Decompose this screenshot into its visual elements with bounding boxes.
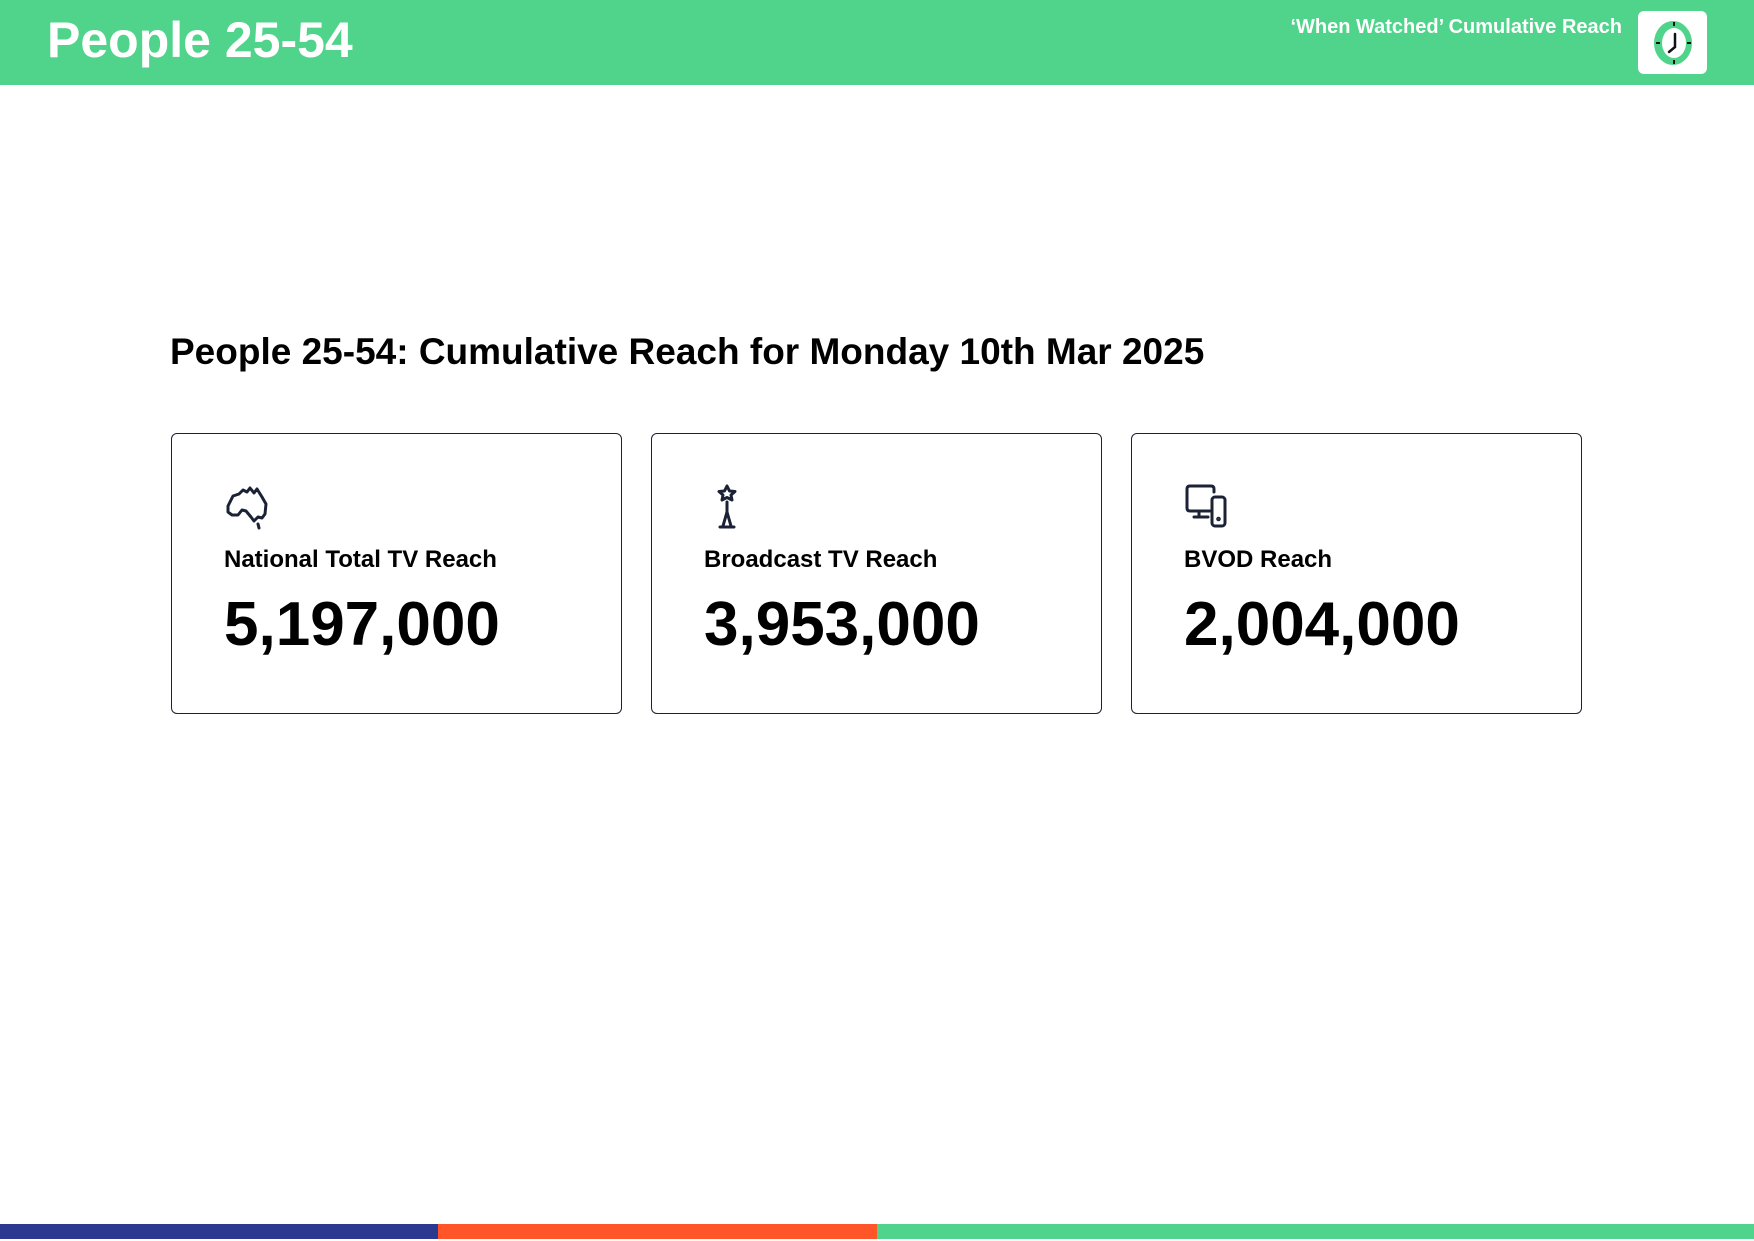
clock-icon — [1638, 11, 1707, 74]
page-title: People 25-54 — [47, 12, 353, 68]
card-national-total-tv-reach: National Total TV Reach 5,197,000 — [171, 433, 622, 714]
card-value: 5,197,000 — [224, 590, 500, 659]
footer-bar-green — [877, 1224, 1754, 1239]
card-broadcast-tv-reach: Broadcast TV Reach 3,953,000 — [651, 433, 1102, 714]
australia-map-icon — [224, 484, 270, 530]
card-bvod-reach: BVOD Reach 2,004,000 — [1131, 433, 1582, 714]
footer-bar-orange — [438, 1224, 877, 1239]
card-label: BVOD Reach — [1184, 546, 1333, 573]
card-label: National Total TV Reach — [224, 546, 497, 573]
devices-icon — [1184, 484, 1230, 530]
card-value: 3,953,000 — [704, 590, 980, 659]
card-label: Broadcast TV Reach — [704, 546, 938, 573]
report-title: ‘When Watched’ Cumulative Reach — [1290, 16, 1622, 38]
header-bar: People 25-54 ‘When Watched’ Cumulative R… — [0, 0, 1754, 85]
broadcast-tower-icon — [704, 484, 750, 530]
card-value: 2,004,000 — [1184, 590, 1460, 659]
section-heading: People 25-54: Cumulative Reach for Monda… — [170, 331, 1205, 372]
footer-bar-blue — [0, 1224, 438, 1239]
